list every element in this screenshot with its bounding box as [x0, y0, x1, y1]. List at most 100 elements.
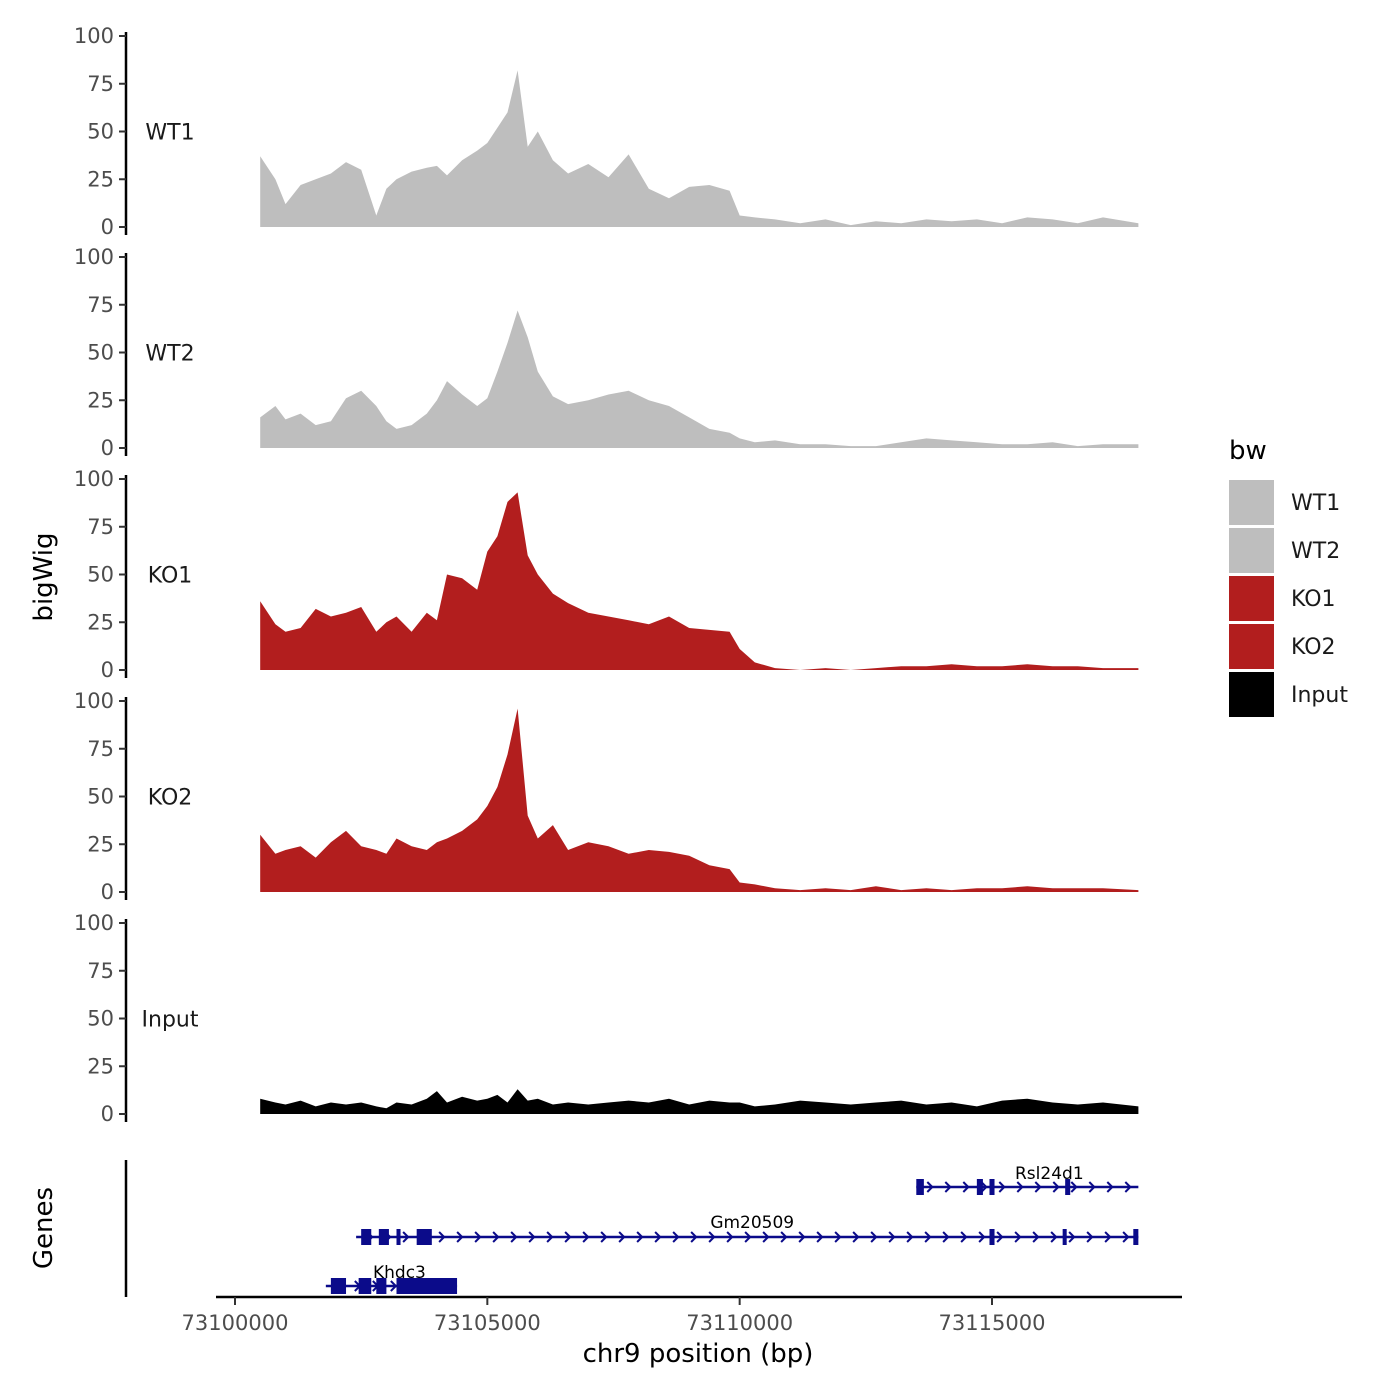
strand-arrow — [944, 1181, 952, 1193]
legend-label: KO1 — [1291, 587, 1336, 612]
exon-block — [1133, 1229, 1139, 1245]
x-tick-label: 73110000 — [686, 1311, 793, 1335]
track-label: KO2 — [148, 786, 193, 811]
y-tick-label: 25 — [87, 610, 114, 634]
gene-label: Rsl24d1 — [1015, 1164, 1084, 1184]
strand-arrow — [726, 1231, 734, 1243]
y-tick-label: 50 — [87, 563, 114, 587]
exon-block — [358, 1278, 372, 1294]
strand-arrow — [996, 1231, 1004, 1243]
legend-item-ko1: KO1 — [1229, 576, 1336, 621]
legend-item-ko2: KO2 — [1229, 624, 1336, 669]
strand-arrow — [1016, 1181, 1024, 1193]
track-panel-wt1: 0 25 50 75 100 WT1 — [74, 24, 1139, 239]
legend-swatch — [1229, 480, 1274, 525]
exon-block — [916, 1179, 924, 1195]
legend-swatch — [1229, 576, 1274, 621]
strand-arrow — [1086, 1231, 1094, 1243]
track-panel-ko1: 0 25 50 75 100 KO1 — [74, 467, 1139, 682]
y-tick-label: 25 — [87, 1054, 114, 1078]
strand-arrow — [816, 1231, 824, 1243]
strand-arrow — [926, 1181, 934, 1193]
gene-label: Gm20509 — [710, 1213, 794, 1233]
y-tick-label: 50 — [87, 1007, 114, 1031]
y-tick-label: 75 — [87, 72, 114, 96]
legend-item-input: Input — [1229, 672, 1348, 717]
gene-khdc3: Khdc3 — [325, 1263, 458, 1294]
gene-label: Khdc3 — [373, 1263, 426, 1283]
strand-arrow — [618, 1231, 626, 1243]
strand-arrow — [690, 1231, 698, 1243]
y-tick-label: 75 — [87, 959, 114, 983]
x-axis: 73100000 73105000 73110000 73115000 — [182, 1295, 1182, 1335]
legend-swatch — [1229, 528, 1274, 573]
y-tick-label: 100 — [74, 689, 114, 713]
strand-arrow — [924, 1231, 932, 1243]
track-panel-wt2: 0 25 50 75 100 WT2 — [74, 245, 1139, 460]
legend-title: bw — [1229, 436, 1267, 466]
signal-area-ko2 — [260, 708, 1139, 892]
legend-label: KO2 — [1291, 635, 1336, 660]
strand-arrow — [888, 1231, 896, 1243]
genes-axis-title: Genes — [29, 1187, 59, 1269]
exon-block — [361, 1229, 372, 1245]
track-panel-input: 0 25 50 75 100 Input — [74, 911, 1139, 1126]
y-tick-label: 100 — [74, 911, 114, 935]
strand-arrow — [438, 1231, 446, 1243]
y-tick-label: 75 — [87, 737, 114, 761]
exon-block — [396, 1278, 458, 1294]
strand-arrow — [1052, 1181, 1060, 1193]
x-tick-label: 73115000 — [939, 1311, 1046, 1335]
y-tick-label: 50 — [87, 785, 114, 809]
y-tick-label: 0 — [101, 658, 114, 682]
legend-item-wt2: WT2 — [1229, 528, 1340, 573]
strand-arrow — [636, 1231, 644, 1243]
strand-arrow — [402, 1231, 410, 1243]
exon-block — [989, 1179, 995, 1195]
track-label: WT2 — [145, 342, 194, 367]
legend: bw WT1 WT2 KO1 KO2 Input — [1229, 436, 1348, 717]
strand-arrow — [942, 1231, 950, 1243]
strand-arrow — [510, 1231, 518, 1243]
y-tick-label: 0 — [101, 436, 114, 460]
track-label: KO1 — [148, 564, 193, 589]
strand-arrow — [708, 1231, 716, 1243]
strand-arrow — [1070, 1181, 1078, 1193]
x-tick-label: 73100000 — [182, 1311, 289, 1335]
strand-arrow — [998, 1181, 1006, 1193]
y-tick-label: 75 — [87, 515, 114, 539]
exon-block — [330, 1278, 347, 1294]
strand-arrow — [582, 1231, 590, 1243]
track-panels: 0255075100WT10255075100WT20255075100KO10… — [74, 24, 1139, 1126]
strand-arrow — [474, 1231, 482, 1243]
gene-rsl24d1: Rsl24d1 — [916, 1164, 1139, 1195]
exon-block — [396, 1229, 401, 1245]
strand-arrow — [978, 1231, 986, 1243]
y-tick-label: 25 — [87, 832, 114, 856]
y-tick-label: 75 — [87, 293, 114, 317]
exon-block — [416, 1229, 432, 1245]
genes-panel: Rsl24d1 Gm20509 Khdc3 — [124, 1160, 1139, 1297]
exon-block — [1062, 1229, 1067, 1245]
x-axis-title: chr9 position (bp) — [583, 1339, 814, 1369]
strand-arrow — [564, 1231, 572, 1243]
signal-area-ko1 — [260, 492, 1139, 670]
strand-arrow — [528, 1231, 536, 1243]
strand-arrow — [1050, 1231, 1058, 1243]
strand-arrow — [1088, 1181, 1096, 1193]
strand-arrow — [762, 1231, 770, 1243]
legend-item-wt1: WT1 — [1229, 480, 1340, 525]
strand-arrow — [798, 1231, 806, 1243]
y-tick-label: 25 — [87, 167, 114, 191]
legend-swatch — [1229, 672, 1274, 717]
strand-arrow — [492, 1231, 500, 1243]
track-label: WT1 — [145, 121, 194, 146]
strand-arrow — [1104, 1231, 1112, 1243]
legend-swatch — [1229, 624, 1274, 669]
strand-arrow — [962, 1181, 970, 1193]
strand-arrow — [1014, 1231, 1022, 1243]
legend-label: WT1 — [1291, 491, 1340, 516]
y-tick-label: 0 — [101, 215, 114, 239]
legend-label: Input — [1291, 683, 1348, 708]
